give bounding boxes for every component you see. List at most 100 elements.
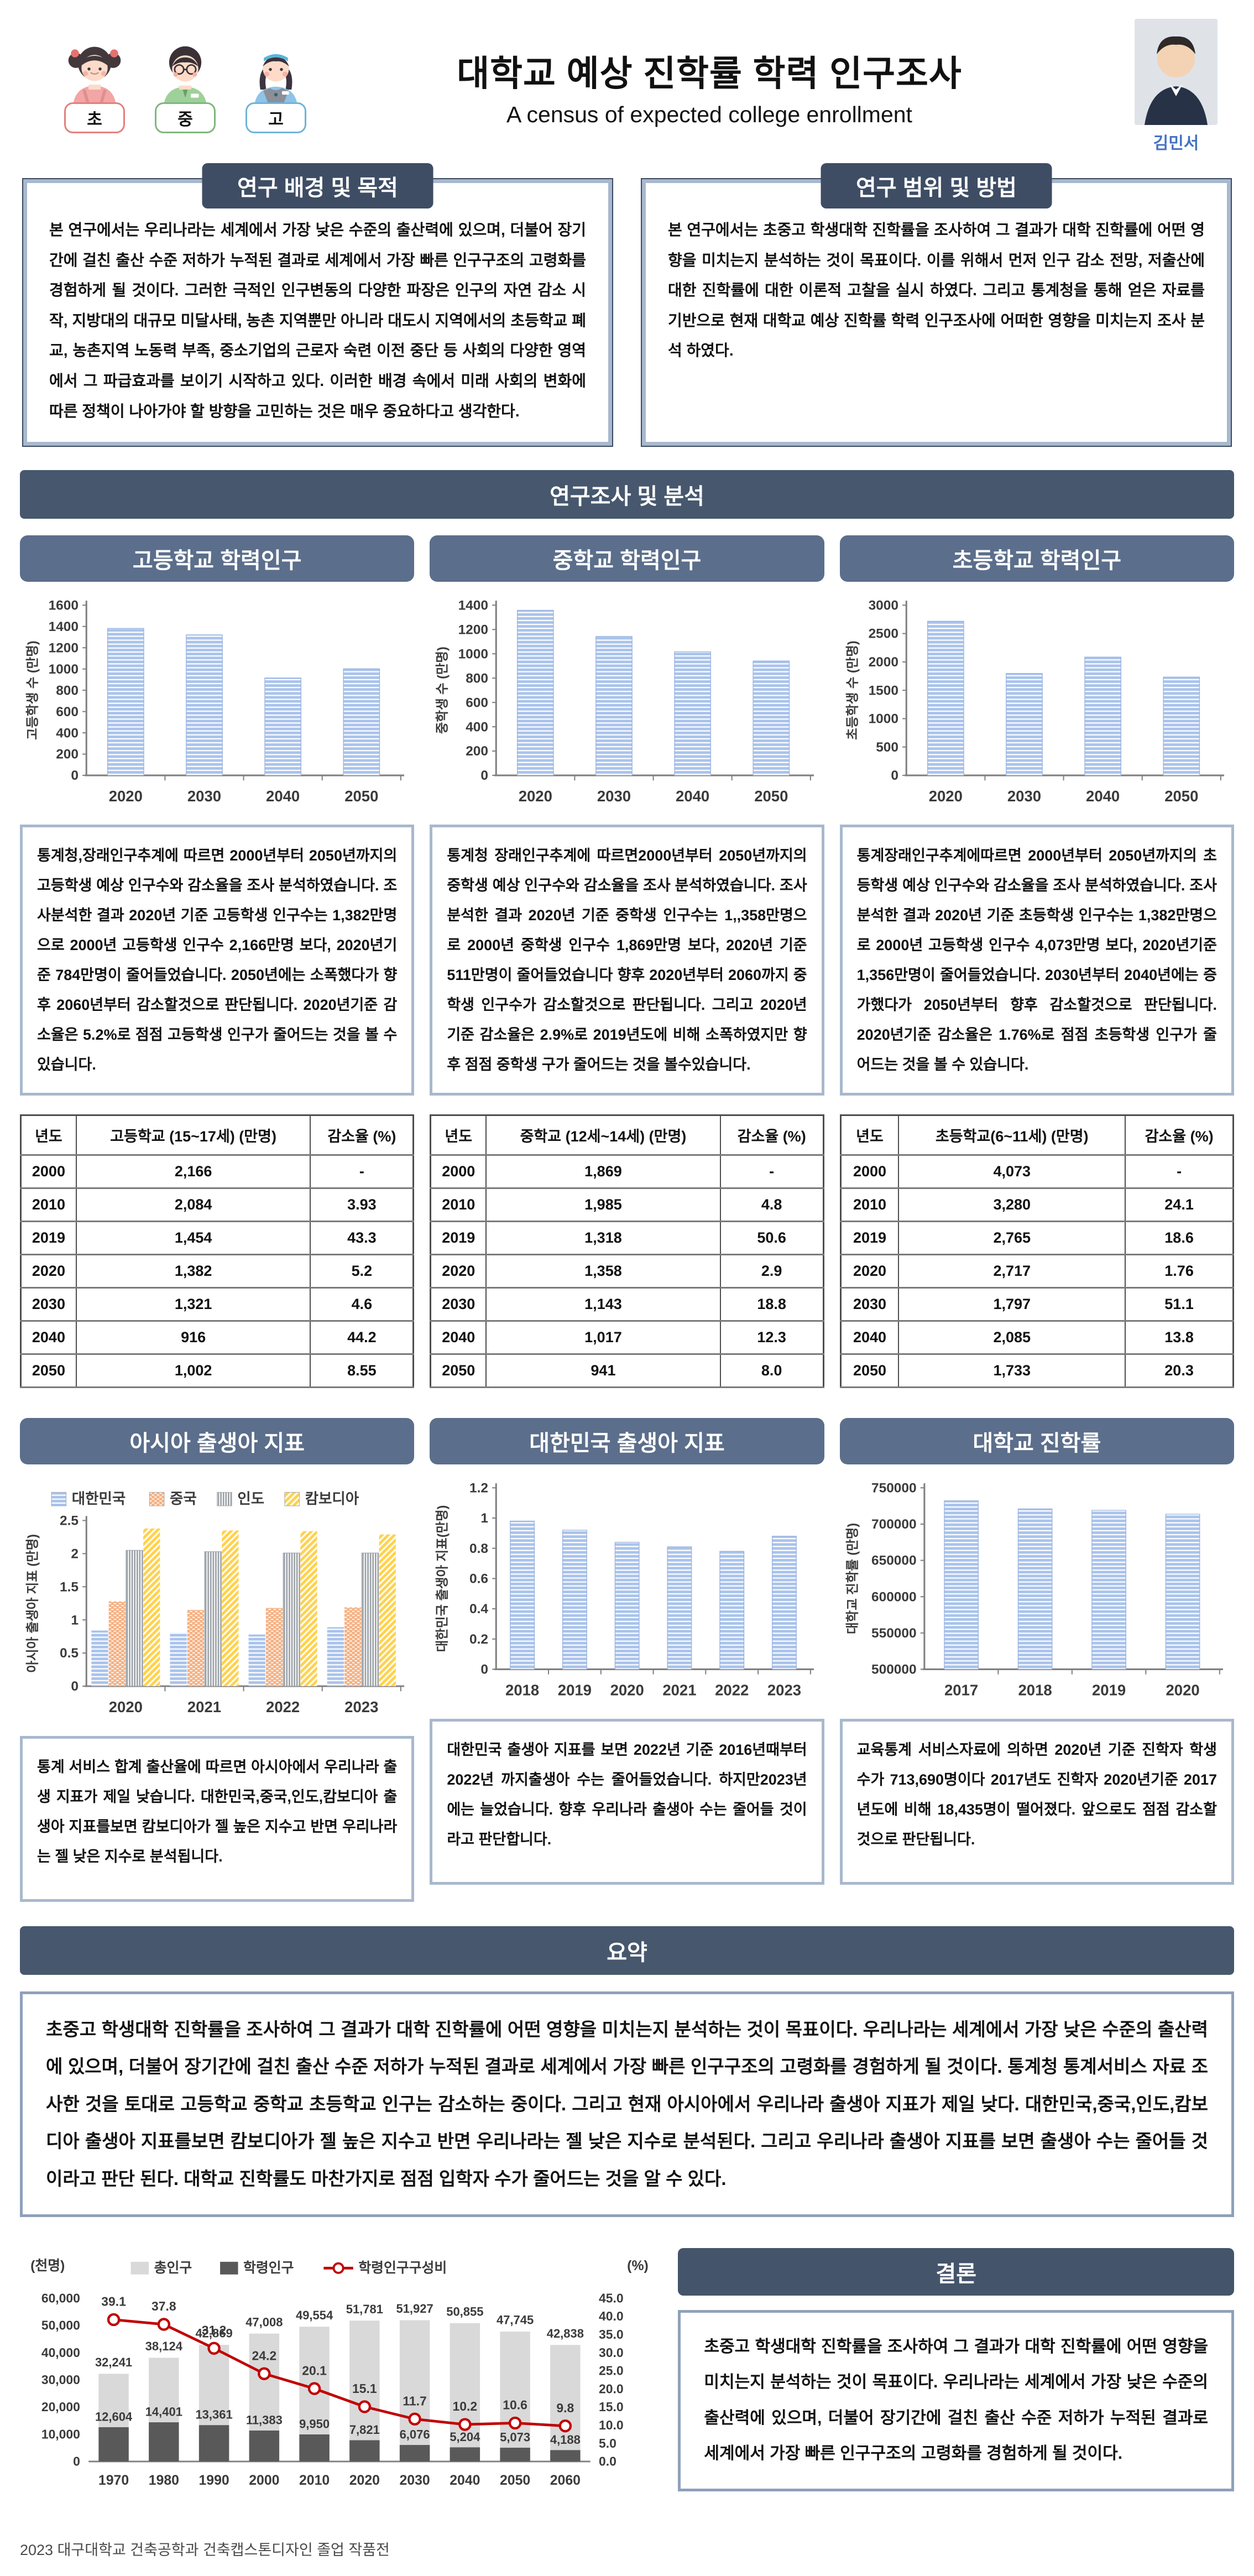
svg-text:0: 0 [71,1680,79,1694]
svg-text:50,855: 50,855 [446,2304,483,2318]
poster-header: 초 중 [20,19,1234,154]
svg-text:37.8: 37.8 [151,2299,176,2313]
svg-text:1600: 1600 [49,598,79,613]
table-cell: 2020 [840,1254,900,1289]
svg-text:40.0: 40.0 [599,2309,624,2323]
svg-text:1000: 1000 [458,647,488,662]
svg-text:15.0: 15.0 [599,2400,624,2414]
svg-text:200: 200 [466,744,489,759]
svg-text:2040: 2040 [450,2473,480,2488]
table-cell: 3.93 [310,1187,414,1223]
table-row: 2050 1,733 20.3 [840,1353,1234,1389]
svg-text:0.2: 0.2 [469,1632,488,1647]
table-cell: 2000 [840,1154,900,1190]
table-row: 2010 3,280 24.1 [840,1187,1234,1223]
table-cell: 916 [75,1320,311,1355]
svg-text:10.2: 10.2 [453,2399,478,2413]
middleschool-desc-box: 통계청 장래인구추계에 따르면2000년부터 2050년까지의 중학생 예상 인… [430,825,824,1096]
asia-birth-desc-text: 통계 서비스 합계 출산율에 따르면 아시아에서 우리나라 출생 지표가 제일 … [37,1758,398,1865]
svg-text:0: 0 [481,768,489,783]
svg-text:고등학생 수 (만명): 고등학생 수 (만명) [25,641,40,740]
table-cell: 1,143 [485,1287,721,1322]
svg-text:42,838: 42,838 [547,2327,584,2340]
svg-text:2020: 2020 [519,788,552,805]
section-method: 연구 범위 및 방법 본 연구에서는 초중고 학생대학 진학률을 조사하여 그 … [641,163,1232,447]
svg-text:2: 2 [71,1547,79,1562]
method-section-body: 본 연구에서는 초중고 학생대학 진학률을 조사하여 그 결과가 대학 진학률에… [668,221,1205,359]
svg-text:2020: 2020 [928,788,962,805]
table-cell: 4.8 [719,1187,824,1223]
svg-text:60,000: 60,000 [41,2291,80,2305]
svg-text:2030: 2030 [1007,788,1041,805]
table-cell: 2020 [430,1254,487,1289]
summary-box: 초중고 학생대학 진학률을 조사하여 그 결과가 대학 진학률에 어떤 영향을 … [20,1991,1234,2217]
table-header-cell: 년도 [20,1114,77,1156]
svg-text:2020: 2020 [109,788,143,805]
table-cell: 1,321 [75,1287,311,1322]
elementary-desc-text: 통계장래인구추계에따르면 2000년부터 2050년까지의 초등학생 예상 인구… [856,847,1217,1073]
poster-subtitle: A census of expected college enrollment [506,101,912,127]
svg-text:총인구: 총인구 [154,2260,192,2276]
svg-text:2017: 2017 [944,1682,978,1699]
table-cell: 2040 [20,1320,77,1355]
svg-text:1.2: 1.2 [469,1481,488,1496]
bottom-section: (천명) (%) 총인구 학령인구 학령인구구성비 0 10,000 20,000 30,000… [20,2248,1234,2499]
conclusion-box: 초중고 학생대학 진학률을 조사하여 그 결과가 대학 진학률에 어떤 영향을 … [678,2309,1234,2491]
svg-text:14,401: 14,401 [145,2405,182,2418]
svg-text:600: 600 [56,705,79,719]
asia-birth-column: 아시아 출생아 지표 0 0.5 1 1.5 2 2.5 아시아 출생아 지표 (만명) 20… [20,1418,415,1902]
svg-text:550000: 550000 [871,1626,917,1641]
table-cell: 50.6 [719,1221,824,1256]
elementary-student-icon: 초 [59,39,130,133]
elementary-desc-box: 통계장래인구추계에따르면 2000년부터 2050년까지의 초등학생 예상 인구… [839,825,1234,1096]
table-cell: 3,280 [898,1187,1126,1223]
elementary-section-header: 초등학교 학력인구 [839,535,1234,582]
highschool-column: 고등학교 학력인구 0 200 400 600 800 1000 1200 1400 1600 고… [20,535,415,1389]
korea-birth-column: 대한민국 출생아 지표 0 0.2 0.4 0.6 0.8 1 1.2 대한민국 출생아 지표… [430,1418,824,1885]
svg-text:10.0: 10.0 [599,2418,624,2432]
table-cell: 2040 [840,1320,900,1355]
author-photo [1135,19,1218,125]
svg-text:2022: 2022 [266,1698,300,1715]
table-row: 2019 1,318 50.6 [430,1221,824,1256]
svg-text:30.0: 30.0 [599,2345,624,2360]
table-cell: 18.8 [719,1287,824,1322]
svg-text:0.8: 0.8 [469,1541,488,1556]
table-row: 2020 1,382 5.2 [20,1254,414,1289]
table-cell: 51.1 [1125,1287,1234,1322]
table-header-cell: 고등학교 (15~17세) (만명) [75,1114,311,1156]
table-cell: 1,017 [485,1320,721,1355]
table-header-cell: 초등학교(6~11세) (만명) [898,1114,1126,1156]
svg-text:2020: 2020 [109,1698,143,1715]
highschool-section-header: 고등학교 학력인구 [20,535,415,582]
table-cell: 8.0 [719,1353,824,1389]
table-cell: 2010 [840,1187,900,1223]
conclusion-section: 결론 초중고 학생대학 진학률을 조사하여 그 결과가 대학 진학률에 어떤 영… [678,2248,1234,2491]
svg-text:2030: 2030 [399,2473,430,2488]
author-block: 김민서 [1118,19,1234,154]
svg-text:2500: 2500 [868,627,898,642]
table-cell: 2030 [20,1287,77,1322]
svg-text:50,000: 50,000 [41,2318,80,2332]
table-cell: 18.6 [1125,1221,1234,1256]
svg-text:400: 400 [466,719,489,734]
table-cell: 2,084 [75,1187,311,1223]
svg-text:1200: 1200 [458,623,488,638]
table-cell: - [1125,1154,1234,1190]
middleschool-desc-text: 통계청 장래인구추계에 따르면2000년부터 2050년까지의 중학생 예상 인… [447,847,807,1073]
svg-text:2060: 2060 [550,2473,581,2488]
table-cell: 1,869 [485,1154,721,1190]
data-table: 년도 초등학교(6~11세) (만명) 감소율 (%) 2000 4,073-2010 3… [839,1114,1234,1389]
table-row: 2000 4,073- [840,1154,1234,1190]
middle-student-icon: 중 [149,39,221,133]
highschool-desc-box: 통계청,장래인구추계에 따르면 2000년부터 2050년까지의 고등학생 예상… [20,825,415,1096]
svg-text:15.1: 15.1 [352,2381,377,2396]
svg-text:중국: 중국 [170,1490,197,1507]
table-header-cell: 중학교 (12세~14세) (만명) [485,1114,721,1156]
middle-boy-icon [163,46,207,107]
svg-text:아시아 출생아 지표 (만명): 아시아 출생아 지표 (만명) [25,1534,40,1673]
table-row: 2000 1,869- [430,1154,824,1190]
table-cell: 2050 [840,1353,900,1389]
table-cell: 44.2 [310,1320,414,1355]
table-cell: 4,073 [898,1154,1126,1190]
